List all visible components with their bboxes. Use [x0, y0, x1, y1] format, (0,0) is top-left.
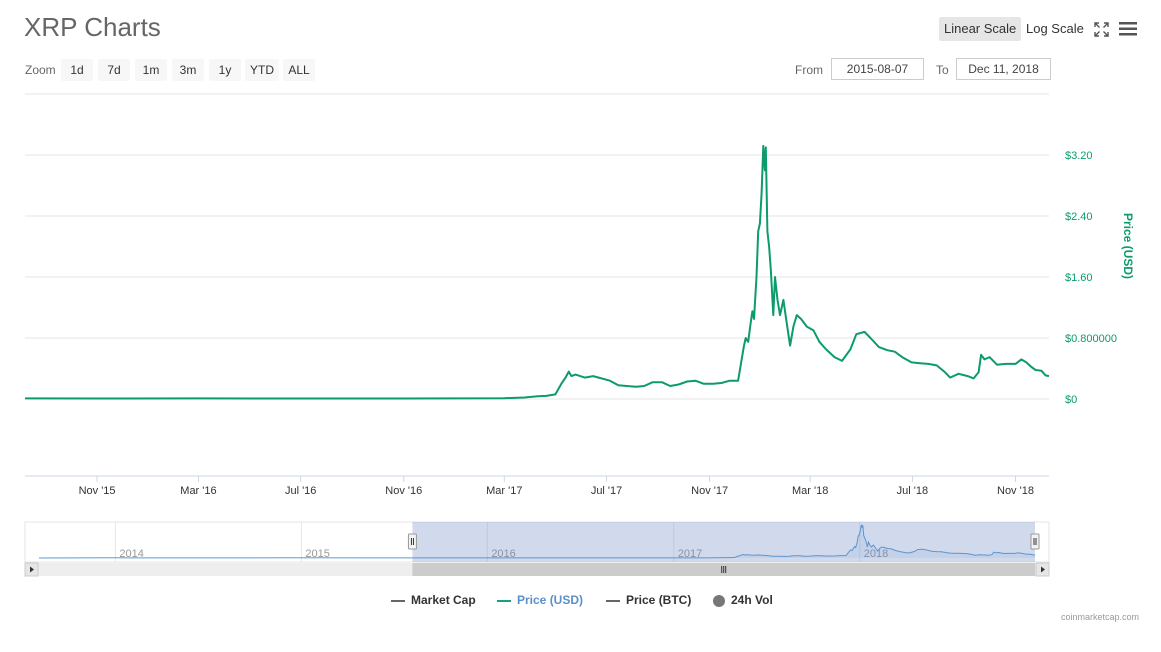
y-tick-label: $0.800000 [1065, 333, 1117, 345]
expand-icon[interactable] [1094, 22, 1109, 37]
navigator-selection-mask[interactable] [412, 522, 1036, 562]
legend-price-usd[interactable]: Price (USD) [497, 593, 583, 607]
navigator-line [38, 524, 1036, 559]
y-tick-label: $0 [1065, 394, 1077, 406]
navigator-right-handle[interactable] [1030, 533, 1040, 550]
zoom-7d-button[interactable]: 7d [98, 59, 130, 81]
navigator-tick-label: 2015 [305, 548, 329, 560]
hamburger-menu-icon[interactable] [1119, 22, 1137, 36]
legend-circle-icon [713, 594, 725, 607]
navigator-left-handle[interactable] [407, 533, 417, 550]
x-tick-label: Nov '18 [997, 485, 1034, 497]
legend-price-btc[interactable]: Price (BTC) [606, 593, 691, 607]
legend-line-icon [606, 599, 620, 602]
log-scale-button[interactable]: Log Scale [1026, 21, 1084, 36]
page-title: XRP Charts [24, 12, 161, 42]
legend-24h-vol[interactable]: 24h Vol [713, 593, 773, 607]
zoom-1d-button[interactable]: 1d [61, 59, 93, 81]
from-date-input[interactable] [831, 58, 924, 80]
linear-scale-button[interactable]: Linear Scale [939, 17, 1022, 41]
zoom-ytd-button[interactable]: YTD [245, 59, 279, 81]
legend-market-cap[interactable]: Market Cap [391, 593, 476, 607]
price-usd-line [24, 144, 1050, 400]
x-tick-label: Nov '16 [385, 485, 422, 497]
legend-label: Price (USD) [517, 593, 584, 607]
navigator-tick-label: 2017 [678, 548, 702, 560]
credit-link[interactable]: coinmarketcap.com [1060, 612, 1139, 622]
navigator-tick-label: 2014 [119, 548, 143, 560]
x-tick-label: Mar '16 [180, 485, 216, 497]
navigator-scrollbar[interactable] [24, 562, 1050, 577]
legend-label: Market Cap [411, 593, 476, 607]
y-tick-label: $1.60 [1065, 272, 1093, 284]
legend-label: Price (BTC) [626, 593, 692, 607]
x-tick-label: Jul '16 [285, 485, 316, 497]
navigator-area [39, 524, 1035, 558]
x-tick-label: Mar '18 [792, 485, 828, 497]
zoom-3m-button[interactable]: 3m [172, 59, 204, 81]
handle-body [1030, 533, 1040, 550]
x-tick-label: Jul '17 [591, 485, 622, 497]
x-tick-label: Mar '17 [486, 485, 522, 497]
legend-line-icon [497, 599, 511, 602]
y-tick-label: $2.40 [1065, 211, 1093, 223]
y-axis-ticks: $0 $0.800000 $1.60 $2.40 $3.20 [1065, 150, 1117, 406]
y-tick-label: $3.20 [1065, 150, 1093, 162]
navigator[interactable]: 2014 2015 2016 2017 2018 [24, 521, 1050, 577]
legend-line-icon [391, 599, 405, 602]
x-tick-label: Jul '18 [897, 485, 928, 497]
x-tick-label: Nov '15 [79, 485, 116, 497]
navigator-background [24, 521, 1050, 563]
zoom-1m-button[interactable]: 1m [135, 59, 167, 81]
zoom-all-button[interactable]: ALL [283, 59, 315, 81]
zoom-1y-button[interactable]: 1y [209, 59, 241, 81]
left-arrow-icon [30, 566, 34, 573]
legend-label: 24h Vol [731, 593, 773, 607]
series-layer [24, 144, 1050, 400]
y-axis-title: Price (USD) [1121, 213, 1135, 279]
x-tick-label: Nov '17 [691, 485, 728, 497]
to-date-input[interactable] [956, 58, 1051, 80]
handle-body [407, 533, 417, 550]
grid-lines [25, 93, 1049, 477]
navigator-tick-label: 2016 [491, 548, 515, 560]
from-label: From [795, 63, 823, 77]
to-label: To [936, 63, 949, 77]
x-axis-ticks: Nov '15 Mar '16 Jul '16 Nov '16 Mar '17 Jul '… [79, 476, 1034, 497]
navigator-tick-label: 2018 [864, 548, 888, 560]
zoom-label: Zoom [25, 63, 56, 77]
right-arrow-icon [1041, 566, 1045, 573]
